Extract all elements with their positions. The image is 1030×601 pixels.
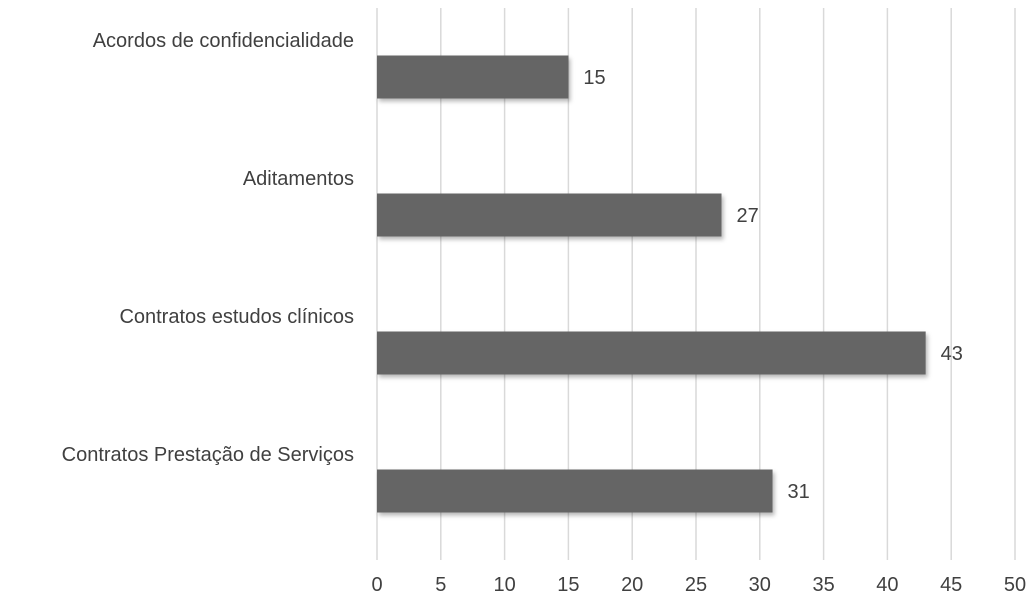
- x-tick-label-5: 5: [435, 574, 446, 596]
- x-tick-label-25: 25: [685, 574, 707, 596]
- category-label-2: Aditamentos: [243, 168, 354, 190]
- x-tick-label-40: 40: [876, 574, 898, 596]
- category-labels: Acordos de confidencialidade Aditamentos C…: [62, 30, 354, 466]
- category-label-3: Contratos estudos clínicos: [119, 306, 354, 328]
- category-label-4: Contratos Prestação de Serviços: [62, 444, 354, 466]
- x-tick-label-15: 15: [557, 574, 579, 596]
- data-label-1: 15: [583, 67, 605, 89]
- bar-3: [377, 331, 926, 375]
- x-tick-label-30: 30: [749, 574, 771, 596]
- bar-4: [377, 469, 773, 513]
- data-label-4: 31: [788, 481, 810, 503]
- x-tick-label-10: 10: [493, 574, 515, 596]
- bars: [377, 55, 926, 513]
- x-tick-label-45: 45: [940, 574, 962, 596]
- x-tick-label-35: 35: [812, 574, 834, 596]
- data-labels: 15 27 43 31: [583, 67, 963, 503]
- bar-2: [377, 193, 722, 237]
- data-label-3: 43: [941, 343, 963, 365]
- data-label-2: 27: [737, 205, 759, 227]
- x-tick-label-50: 50: [1004, 574, 1026, 596]
- category-label-1: Acordos de confidencialidade: [93, 30, 354, 52]
- bar-1: [377, 55, 569, 99]
- x-tick-labels: 0 5 10 15 20 25 30 35 40 45 50: [371, 574, 1026, 596]
- x-tick-label-20: 20: [621, 574, 643, 596]
- x-tick-label-0: 0: [371, 574, 382, 596]
- gridlines: [376, 8, 1016, 560]
